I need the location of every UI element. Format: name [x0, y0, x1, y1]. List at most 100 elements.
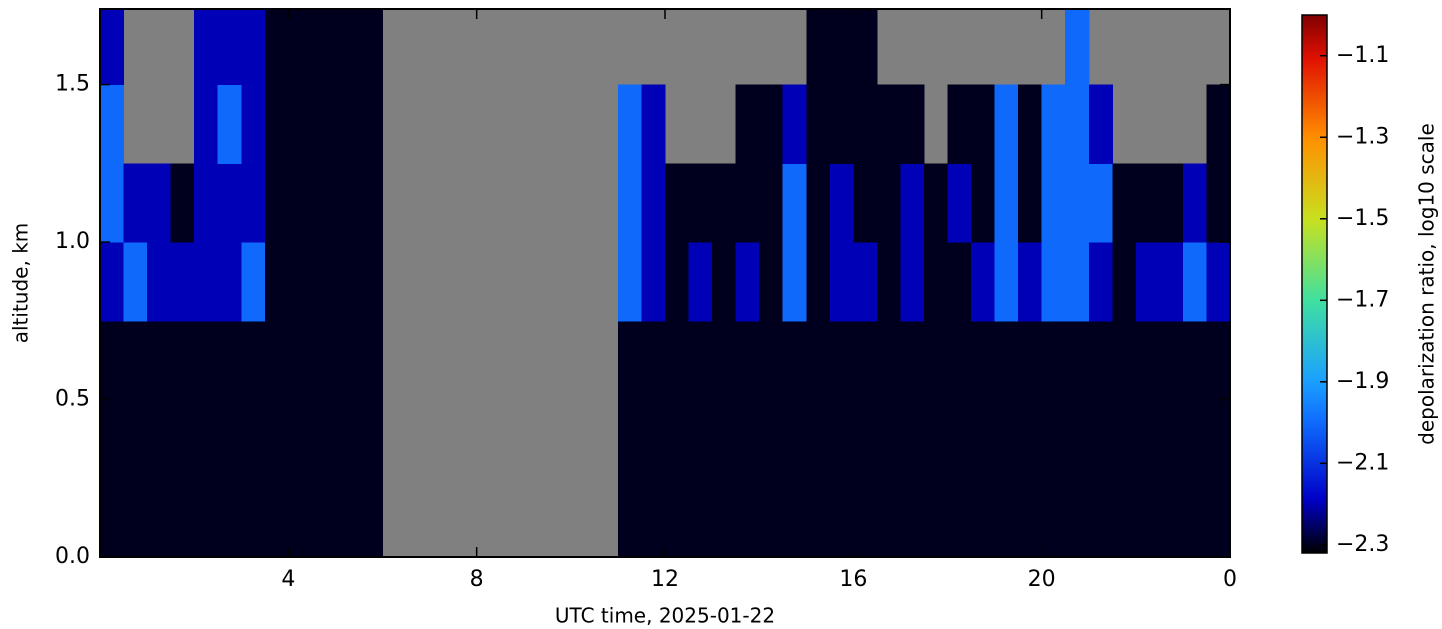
heatmap-cell [194, 9, 219, 86]
heatmap-cell [264, 9, 289, 86]
heatmap-cell [853, 9, 878, 86]
heatmap-cell [1159, 242, 1184, 322]
colorbar-tick-label: −1.1 [1336, 43, 1389, 68]
x-tick-label: 12 [651, 567, 679, 592]
colorbar-label: depolarization ratio, log10 scale [1415, 123, 1439, 445]
heatmap-cell [712, 242, 737, 322]
heatmap-cell [1018, 320, 1043, 401]
heatmap-cell [923, 242, 948, 322]
heatmap-cell [665, 163, 690, 243]
heatmap-cell [876, 478, 901, 558]
heatmap-cell [1041, 478, 1066, 558]
heatmap-cell [853, 478, 878, 558]
heatmap-cell [923, 320, 948, 401]
heatmap-cell [994, 399, 1019, 479]
heatmap-cell [735, 320, 760, 401]
heatmap-cell [641, 242, 666, 322]
heatmap-cell [829, 163, 854, 243]
heatmap-cell [241, 9, 266, 86]
heatmap-cell [971, 163, 996, 243]
heatmap-cell [170, 163, 195, 243]
heatmap-cell [1088, 84, 1113, 164]
heatmap-cell [1018, 242, 1043, 322]
heatmap-cell [617, 399, 642, 479]
heatmap-cell [1088, 320, 1113, 401]
heatmap-cell [1206, 163, 1231, 243]
heatmap-cell [688, 242, 713, 322]
heatmap-cell [335, 163, 360, 243]
heatmap-cell [994, 320, 1019, 401]
heatmap-cell [1135, 399, 1160, 479]
heatmap-cell [900, 242, 925, 322]
heatmap-cell [947, 84, 972, 164]
heatmap-cell [147, 478, 172, 558]
heatmap-cell [829, 399, 854, 479]
heatmap-cell [1112, 399, 1137, 479]
heatmap-cell [335, 478, 360, 558]
heatmap-cell [170, 399, 195, 479]
heatmap-cell [900, 478, 925, 558]
heatmap-cell [288, 84, 313, 164]
heatmap-cell [1041, 399, 1066, 479]
heatmap-cell [1206, 242, 1231, 322]
heatmap-cell [100, 163, 125, 243]
heatmap-cell [876, 84, 901, 164]
heatmap-cell [829, 84, 854, 164]
colorbar-tick-label: −1.9 [1336, 369, 1389, 394]
heatmap-cell [641, 320, 666, 401]
heatmap-cell [123, 242, 148, 322]
heatmap-cell [853, 163, 878, 243]
heatmap-cell [1135, 242, 1160, 322]
heatmap-cell [665, 478, 690, 558]
heatmap-cell [641, 84, 666, 164]
heatmap-cell [288, 163, 313, 243]
heatmap-cell [288, 399, 313, 479]
heatmap-cell [806, 399, 831, 479]
heatmap-cell [876, 242, 901, 322]
heatmap-cell [123, 320, 148, 401]
heatmap-cell [829, 478, 854, 558]
heatmap-cell [123, 163, 148, 243]
heatmap-cell [1018, 84, 1043, 164]
heatmap-cell [335, 242, 360, 322]
heatmap-cell [712, 320, 737, 401]
heatmap-cell [311, 9, 336, 86]
heatmap-cell [1065, 242, 1090, 322]
heatmap-cell [1112, 320, 1137, 401]
heatmap-cell [688, 320, 713, 401]
heatmap-cell [1159, 399, 1184, 479]
heatmap-cell [1159, 478, 1184, 558]
heatmap-cell [170, 242, 195, 322]
heatmap-cell [971, 478, 996, 558]
heatmap-cell [123, 399, 148, 479]
colorbar-tick-label: −2.3 [1336, 532, 1389, 557]
heatmap-cell [100, 9, 125, 86]
heatmap-cell [994, 163, 1019, 243]
heatmap-cell [335, 399, 360, 479]
heatmap-cell [1018, 399, 1043, 479]
heatmap-cell [947, 320, 972, 401]
heatmap-cell [358, 163, 383, 243]
heatmap-cell [782, 84, 807, 164]
x-tick-label: 4 [281, 567, 295, 592]
heatmap-cell [665, 399, 690, 479]
heatmap-cell [147, 163, 172, 243]
heatmap-cell [947, 399, 972, 479]
heatmap-cell [288, 9, 313, 86]
heatmap-cell [358, 320, 383, 401]
y-tick-label: 1.5 [55, 72, 90, 97]
heatmap-cell [217, 9, 242, 86]
heatmap-cell [712, 478, 737, 558]
heatmap-cell [853, 320, 878, 401]
heatmap-cell [194, 320, 219, 401]
heatmap-cell [947, 163, 972, 243]
heatmap-cell [1135, 320, 1160, 401]
heatmap-cell [311, 242, 336, 322]
heatmap-cell [1135, 478, 1160, 558]
heatmap-cell [358, 399, 383, 479]
heatmap-cell [311, 478, 336, 558]
heatmap-cell [735, 399, 760, 479]
heatmap-cell [1041, 163, 1066, 243]
heatmap-cell [147, 399, 172, 479]
